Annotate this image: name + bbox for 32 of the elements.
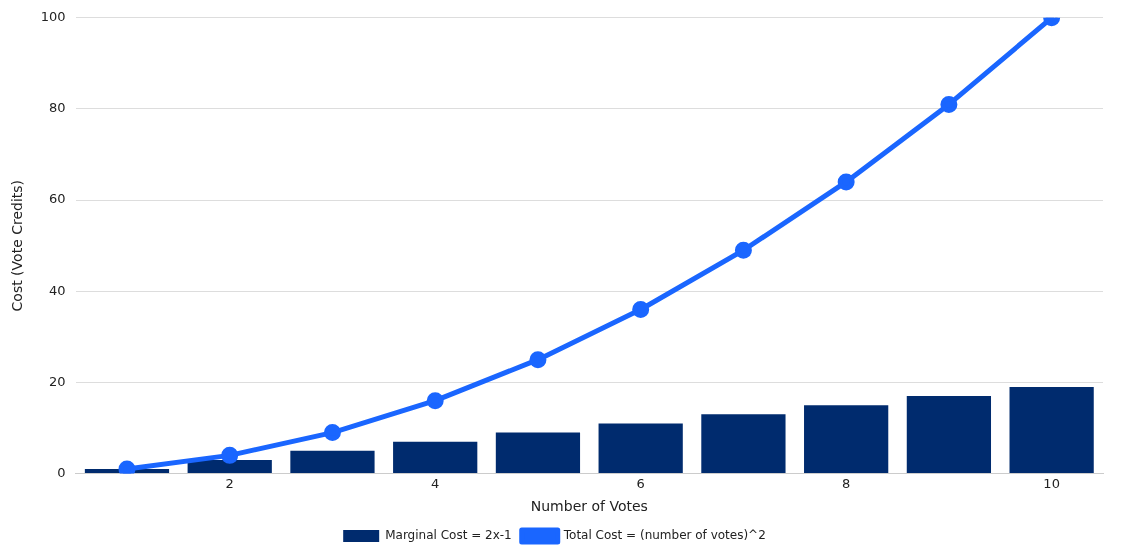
legend-label: Total Cost = (number of votes)^2 bbox=[562, 528, 766, 543]
y-tick-label: 100 bbox=[40, 9, 66, 25]
bar bbox=[1009, 387, 1094, 474]
x-tick-label: 10 bbox=[1043, 475, 1060, 491]
bar bbox=[290, 450, 375, 474]
point bbox=[837, 173, 855, 191]
x-tick-label: 6 bbox=[636, 475, 645, 491]
y-axis-title: Cost (Vote Credits) bbox=[9, 179, 26, 312]
bar bbox=[701, 414, 786, 474]
x-axis-title: Number of Votes bbox=[530, 498, 648, 515]
bar bbox=[906, 396, 992, 474]
point bbox=[323, 424, 341, 442]
y-tick-label: 80 bbox=[49, 100, 66, 116]
bar bbox=[495, 432, 581, 474]
bar bbox=[598, 423, 683, 474]
x-tick-label: 4 bbox=[431, 475, 440, 491]
point bbox=[529, 351, 547, 369]
legend-label: Marginal Cost = 2x-1 bbox=[385, 528, 512, 543]
point bbox=[632, 301, 650, 319]
point bbox=[426, 392, 444, 410]
y-tick-label: 60 bbox=[49, 191, 66, 207]
y-tick-label: 0 bbox=[57, 464, 66, 480]
x-tick-label: 2 bbox=[225, 475, 234, 491]
bar bbox=[393, 441, 478, 474]
y-tick-label: 20 bbox=[49, 373, 66, 389]
bar bbox=[804, 405, 889, 474]
x-tick-label: 8 bbox=[842, 475, 851, 491]
point bbox=[734, 241, 752, 259]
point bbox=[221, 446, 239, 464]
bar bbox=[187, 459, 272, 474]
point bbox=[940, 95, 958, 113]
y-tick-label: 40 bbox=[49, 282, 66, 298]
